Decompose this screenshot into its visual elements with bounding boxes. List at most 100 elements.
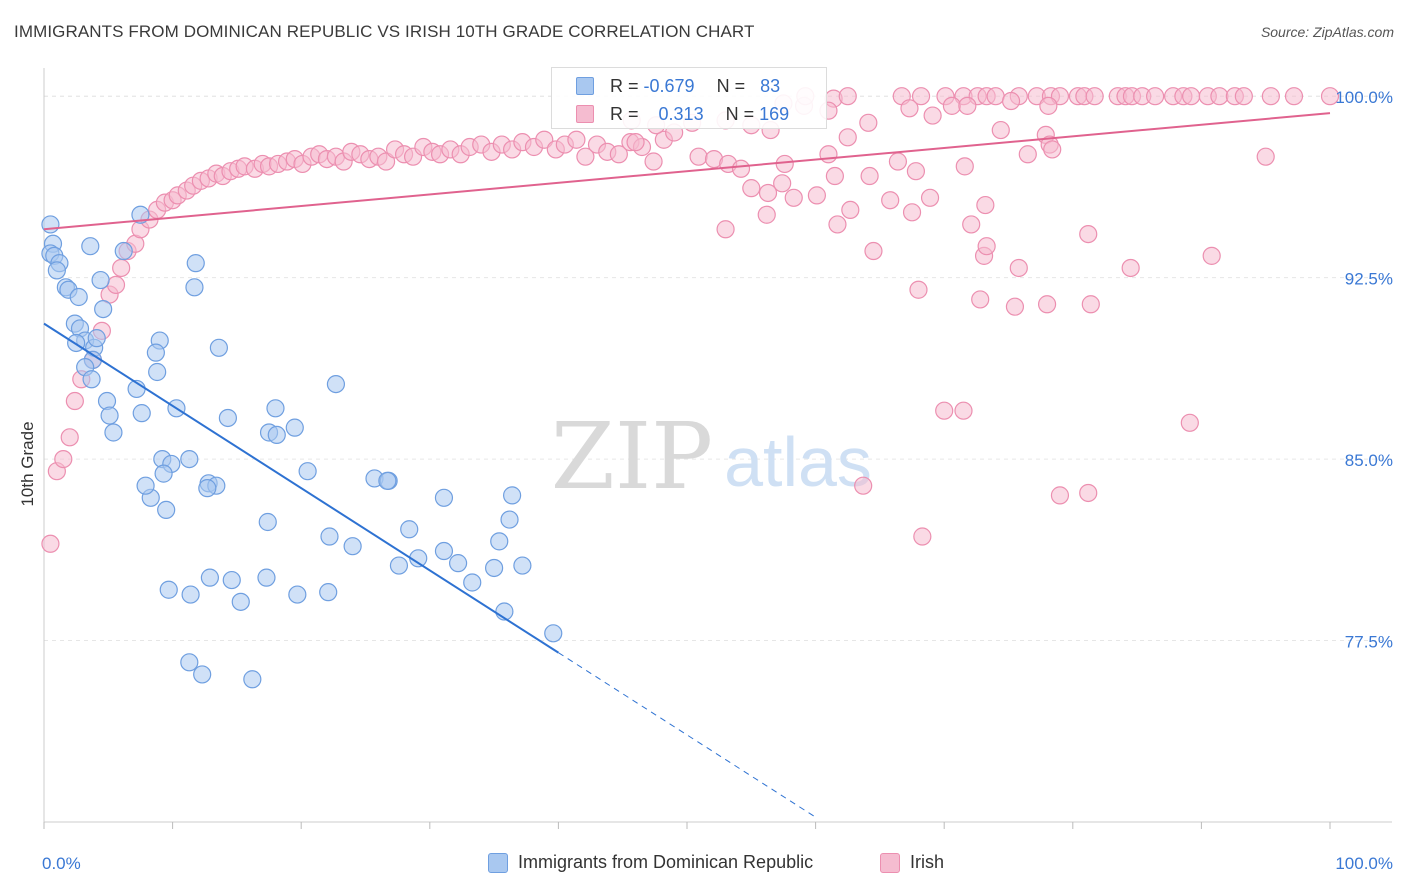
dominican-point (69, 287, 88, 307)
dominican-point (389, 556, 409, 575)
irish-point (838, 128, 857, 147)
irish-point (860, 166, 879, 186)
irish-point (535, 130, 554, 149)
dominican-point (267, 425, 286, 445)
dominican-point (47, 261, 66, 280)
dominican-point (157, 500, 176, 520)
dominican-point (180, 449, 199, 469)
bottom-legend: Immigrants from Dominican Republic Irish (0, 852, 1406, 878)
dominican-point (378, 471, 397, 490)
irish-point (1037, 295, 1057, 314)
irish-point (859, 113, 878, 132)
dominican-point (326, 374, 346, 394)
dominican-point (288, 585, 307, 604)
legend-swatch-dominican (488, 852, 508, 873)
irish-point (1018, 145, 1037, 164)
irish-point (112, 258, 131, 278)
irish-point (626, 133, 645, 152)
irish-point (986, 87, 1005, 106)
irish-point (991, 120, 1010, 140)
irish-point (1182, 87, 1201, 106)
dominican-point (231, 592, 250, 611)
dominican-point (258, 512, 277, 532)
dominican-point (503, 486, 522, 505)
irish-point (1284, 87, 1304, 106)
dominican-trend-line (43, 322, 559, 654)
dominican-point (91, 270, 110, 290)
dominican-point (222, 570, 241, 590)
irish-point (1079, 224, 1098, 244)
stats-r-label: R = (610, 103, 639, 124)
dominican-point (319, 583, 338, 602)
dominican-point (500, 510, 519, 529)
dominican-points (41, 205, 563, 689)
irish-point (807, 186, 826, 205)
dominican-point (81, 237, 100, 256)
irish-point (1261, 87, 1280, 106)
stats-legend: R = -0.679 N = 83 R = 0.313 N = 169 (551, 67, 827, 129)
dominican-point (100, 406, 119, 425)
irish-point (775, 154, 794, 174)
dominican-point (343, 537, 362, 556)
dominican-point (320, 527, 339, 546)
tick-labels: 100.0% 92.5% 85.0% 77.5% 0.0% 100.0% (42, 88, 1393, 873)
irish-point (41, 534, 60, 553)
irish-point (902, 203, 922, 222)
axes (43, 68, 1392, 829)
irish-point (609, 145, 628, 164)
dominican-point (154, 464, 173, 483)
irish-point (1320, 87, 1340, 106)
dominican-point (198, 479, 217, 498)
stats-swatch-irish (576, 105, 594, 123)
x-tick-label: 100.0% (1335, 854, 1393, 873)
stats-n-label: N = (725, 103, 755, 124)
legend-item-irish[interactable]: Irish (880, 852, 944, 873)
irish-point (954, 401, 973, 420)
irish-point (971, 290, 990, 309)
watermark-zip: ZIP (551, 403, 713, 510)
irish-point (1210, 87, 1229, 106)
dominican-point (434, 541, 454, 561)
irish-point (913, 527, 932, 546)
dominican-trend-extension (558, 652, 816, 818)
irish-point (758, 183, 778, 203)
irish-point (567, 130, 586, 149)
irish-point (1121, 258, 1140, 278)
irish-point (1009, 258, 1028, 278)
legend-item-dominican[interactable]: Immigrants from Dominican Republic (488, 852, 813, 873)
irish-point (1234, 87, 1253, 106)
irish-point (864, 241, 883, 261)
dominican-point (490, 532, 509, 551)
dominican-point (159, 580, 178, 599)
trend-lines (43, 112, 1331, 818)
stats-swatch-dominican (576, 77, 594, 95)
dominican-point (193, 665, 212, 684)
y-tick-label: 100.0% (1335, 88, 1393, 107)
dominican-point (181, 585, 200, 604)
irish-point (1005, 297, 1025, 316)
irish-point (911, 87, 931, 106)
x-tick-label: 0.0% (42, 854, 81, 873)
legend-label-dominican: Immigrants from Dominican Republic (518, 852, 814, 872)
dominican-point (485, 558, 504, 578)
irish-point (942, 96, 962, 115)
irish-point (958, 96, 977, 115)
dominican-point (218, 408, 237, 428)
dominican-point (243, 670, 262, 689)
legend-label-irish: Irish (910, 852, 945, 872)
irish-point (962, 215, 981, 234)
irish-point (923, 106, 942, 125)
y-tick-label: 92.5% (1345, 270, 1393, 289)
irish-point (1039, 96, 1058, 115)
stats-r-value: -0.679 (643, 75, 695, 96)
irish-point (376, 152, 396, 171)
stats-r-value: 0.313 (658, 103, 704, 124)
grid-lines (44, 95, 1392, 642)
irish-point (854, 476, 873, 495)
irish-point (1146, 87, 1165, 106)
dominican-point (513, 556, 532, 575)
dominican-point (298, 462, 317, 481)
stats-n-value: 169 (759, 103, 790, 124)
irish-point (784, 188, 803, 207)
